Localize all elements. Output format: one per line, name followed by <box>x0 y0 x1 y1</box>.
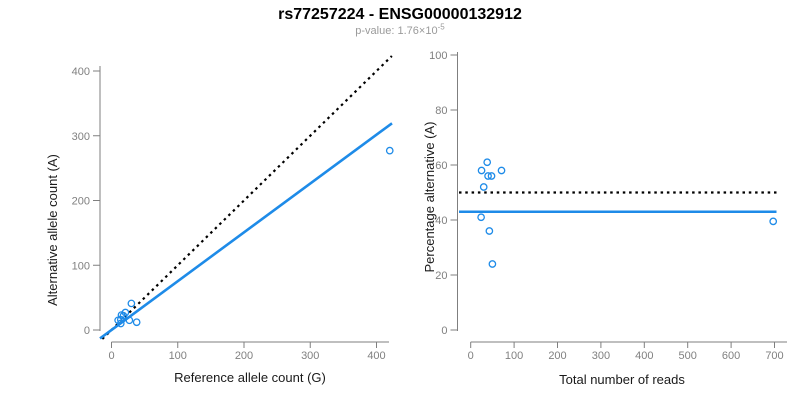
left-y-tick-label: 200 <box>72 196 90 208</box>
pvalue-prefix: p-value: <box>355 25 398 37</box>
left-data-point <box>121 308 130 317</box>
right-x-tick-label: 600 <box>722 350 740 362</box>
figure-title: rs77257224 - ENSG00000132912 <box>278 6 522 23</box>
identity-line <box>101 55 393 340</box>
left-data-point <box>385 146 394 155</box>
right-y-tick-label: 40 <box>435 215 447 227</box>
right-data-point <box>485 227 494 235</box>
right-y-axis-label: Percentage alternative (A) <box>422 121 437 272</box>
left-x-tick-label: 200 <box>235 350 253 362</box>
right-y-tick-label: 20 <box>435 270 447 282</box>
left-y-tick-label: 300 <box>72 131 90 143</box>
right-x-tick-label: 700 <box>765 350 783 362</box>
left-data-point <box>116 319 125 328</box>
right-x-tick-label: 200 <box>548 350 566 362</box>
left-x-tick-label: 100 <box>169 350 187 362</box>
left-x-tick-label: 400 <box>367 350 385 362</box>
right-x-tick-label: 100 <box>505 350 523 362</box>
pvalue-mantissa: 1.76 <box>397 25 419 37</box>
left-data-point <box>125 316 134 325</box>
right-x-tick-label: 0 <box>468 350 474 362</box>
right-data-point <box>497 166 506 175</box>
right-x-axis-label: Total number of reads <box>559 372 685 387</box>
left-x-axis-label: Reference allele count (G) <box>174 370 326 385</box>
right-y-tick-label: 60 <box>435 160 447 172</box>
right-data-point <box>488 260 497 268</box>
pvalue-base: 10 <box>425 25 438 37</box>
left-y-tick-label: 400 <box>72 66 90 78</box>
pvalue-times-sign: × <box>418 25 426 37</box>
pvalue-exponent: -5 <box>437 22 445 32</box>
right-y-tick-label: 80 <box>435 105 447 117</box>
right-data-point <box>483 158 492 167</box>
right-data-point <box>479 183 488 191</box>
right-x-tick-label: 300 <box>592 350 610 362</box>
right-y-tick-label: 0 <box>441 325 447 337</box>
right-data-point <box>487 172 496 180</box>
right-data-point <box>484 172 492 180</box>
right-x-tick-label: 500 <box>679 350 697 362</box>
left-y-axis-label: Alternative allele count (A) <box>45 154 60 306</box>
left-x-tick-label: 300 <box>301 350 319 362</box>
right-data-point <box>477 166 486 175</box>
left-data-point <box>127 299 136 308</box>
right-y-tick-label: 100 <box>429 50 447 62</box>
left-x-tick-label: 0 <box>108 350 114 362</box>
left-data-point <box>132 318 141 327</box>
left-y-tick-label: 100 <box>72 260 90 272</box>
pvalue-subtitle: p-value: 1.76×10-5 <box>0 22 800 37</box>
right-data-point <box>477 213 485 222</box>
right-data-point <box>769 217 778 226</box>
right-x-tick-label: 400 <box>635 350 653 362</box>
regression-line <box>99 122 393 340</box>
left-y-tick-label: 0 <box>84 325 90 337</box>
